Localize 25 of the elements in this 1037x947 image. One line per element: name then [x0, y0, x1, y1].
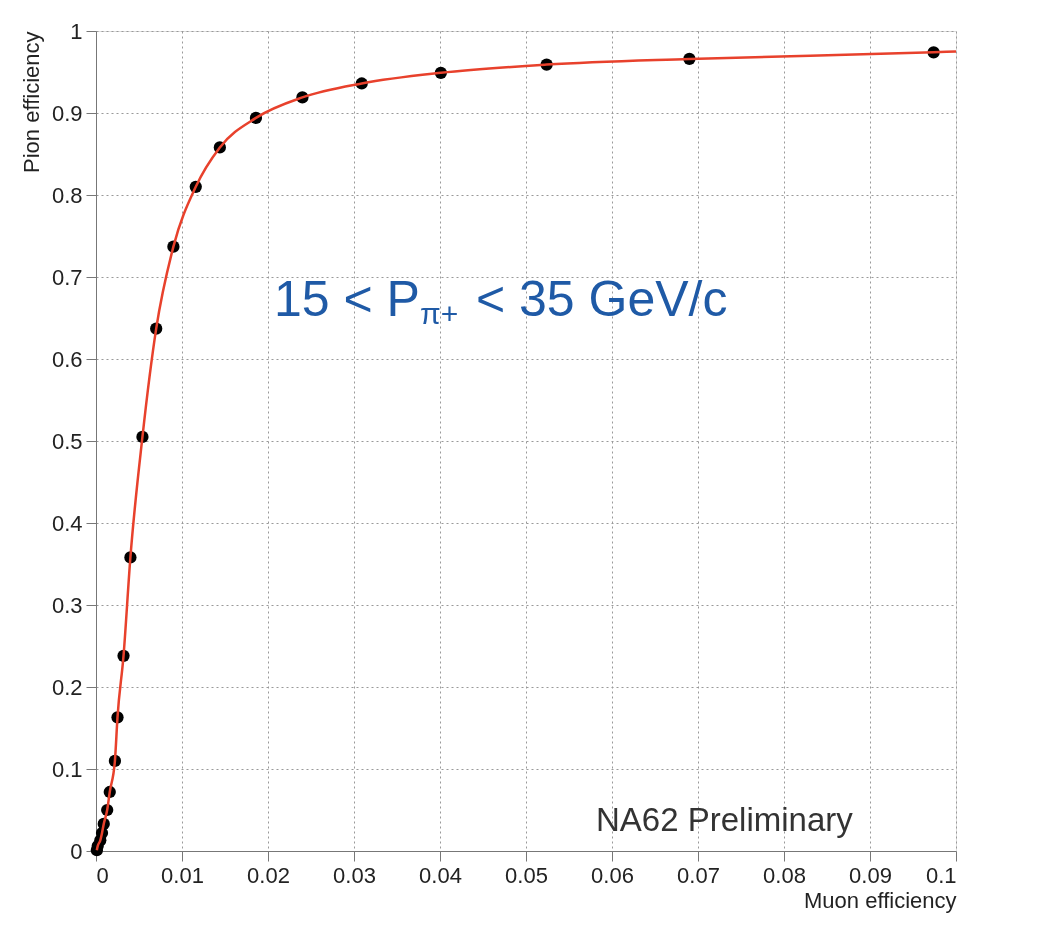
x-tick-label: 0: [96, 862, 109, 888]
x-tick-label: 0.09: [849, 862, 892, 888]
x-tick-label: 0.02: [247, 862, 290, 888]
y-tick-label: 0.3: [51, 592, 83, 618]
y-tick-label: 0.8: [51, 182, 83, 208]
y-tick-label: 1: [70, 18, 83, 44]
y-tick-label: 0.6: [51, 346, 83, 372]
y-tick-label: 0.7: [51, 264, 83, 290]
y-tick-label: 0.9: [51, 100, 83, 126]
x-tick-label: 0.06: [591, 862, 634, 888]
y-tick-label: 0.5: [51, 428, 83, 454]
x-tick-label: 0.08: [763, 862, 806, 888]
x-tick-label: 0.01: [161, 862, 204, 888]
y-tick-label: 0.2: [51, 674, 83, 700]
x-tick-label: 0.04: [419, 862, 462, 888]
y-tick-label: 0.4: [51, 510, 83, 536]
x-axis-title: Muon efficiency: [804, 887, 957, 913]
x-tick-label: 0.07: [677, 862, 720, 888]
y-tick-label: 0.1: [51, 756, 83, 782]
x-tick-label: 0.03: [333, 862, 376, 888]
annotation: NA62 Preliminary: [596, 801, 854, 838]
y-axis-title: Pion efficiency: [18, 31, 44, 173]
x-tick-label: 0.05: [505, 862, 548, 888]
x-tick-label: 0.1: [925, 862, 957, 888]
y-tick-label: 0: [70, 838, 83, 864]
